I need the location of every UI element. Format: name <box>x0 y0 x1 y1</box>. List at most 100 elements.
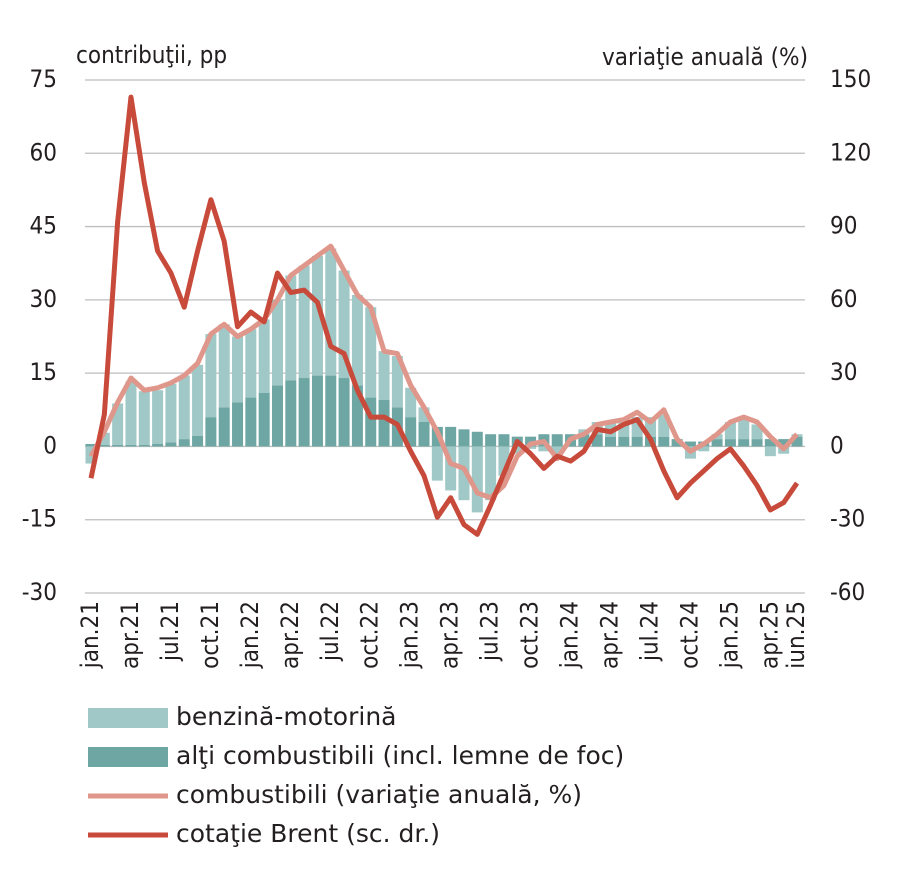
bar <box>285 380 297 447</box>
bar <box>271 385 283 447</box>
bar <box>232 402 244 447</box>
bar <box>258 319 270 393</box>
y2-axis-title: variaţie anuală (%) <box>602 43 808 71</box>
x-tick-label: jan.24 <box>556 601 584 669</box>
y2-tick-label: 30 <box>830 358 857 386</box>
bar <box>165 383 177 443</box>
x-tick-label: jan.22 <box>236 601 264 669</box>
bar <box>791 436 803 447</box>
x-tick-label: iun.25 <box>782 601 810 669</box>
bar <box>485 434 497 447</box>
bar <box>351 294 363 386</box>
bar <box>458 429 470 447</box>
bar <box>751 439 763 447</box>
x-tick-label: apr.25 <box>755 601 783 669</box>
x-tick-label: apr.22 <box>276 601 304 669</box>
y-tick-label: -15 <box>22 505 57 533</box>
x-tick-label: oct.22 <box>356 601 384 669</box>
bar <box>591 434 603 447</box>
bar <box>405 387 417 418</box>
bar <box>338 270 350 379</box>
bar <box>325 248 337 376</box>
bar <box>631 417 643 437</box>
line <box>88 94 800 537</box>
bar <box>298 265 310 379</box>
bar <box>245 329 257 398</box>
bar <box>152 390 164 444</box>
x-tick-label: jan.21 <box>76 601 104 669</box>
bar <box>125 381 137 445</box>
bar <box>378 400 390 447</box>
bar <box>152 443 164 447</box>
bar <box>538 446 550 452</box>
y2-tick-label: 60 <box>830 285 857 313</box>
y-tick-label: 75 <box>30 65 57 93</box>
bar <box>551 434 563 447</box>
bar <box>218 324 230 408</box>
bar <box>431 446 443 481</box>
bar <box>85 443 97 447</box>
bar <box>98 444 110 447</box>
bar <box>391 356 403 408</box>
bar <box>738 439 750 447</box>
legend-label: cotaţie Brent (sc. dr.) <box>176 819 440 848</box>
x-tick-label: apr.23 <box>436 601 464 669</box>
bar <box>525 446 537 449</box>
bar <box>485 446 497 501</box>
y-tick-label: 45 <box>30 212 57 240</box>
bar <box>192 435 204 447</box>
bar <box>551 446 563 459</box>
bar <box>618 436 630 447</box>
bar <box>271 299 283 386</box>
bar <box>205 334 217 418</box>
legend-swatch <box>88 747 168 767</box>
x-tick-label: apr.24 <box>596 601 624 669</box>
y2-tick-label: 90 <box>830 212 857 240</box>
bar <box>445 426 457 447</box>
bar <box>631 436 643 447</box>
bar <box>764 446 776 457</box>
bar <box>698 446 710 452</box>
bar <box>351 385 363 447</box>
bar <box>471 431 483 447</box>
x-tick-label: jan.23 <box>396 601 424 669</box>
bar <box>178 439 190 447</box>
bar <box>711 439 723 447</box>
bar <box>285 275 297 381</box>
bar <box>684 441 696 447</box>
bar <box>378 351 390 401</box>
bar <box>365 307 377 398</box>
bar <box>671 439 683 447</box>
bar <box>498 434 510 447</box>
bar <box>658 414 670 437</box>
bar <box>232 336 244 403</box>
bar <box>338 378 350 447</box>
bar <box>511 446 523 454</box>
y-tick-label: 60 <box>30 138 57 166</box>
bar <box>738 417 750 440</box>
x-tick-label: oct.23 <box>516 601 544 669</box>
bar <box>751 424 763 440</box>
line <box>88 243 799 501</box>
bar <box>125 444 137 447</box>
bar <box>405 417 417 447</box>
bar <box>445 446 457 491</box>
bar <box>325 375 337 447</box>
bar <box>644 417 656 437</box>
bar <box>112 444 124 447</box>
y-axis-title: contribuţii, pp <box>76 41 227 69</box>
bar <box>258 392 270 447</box>
bar <box>245 397 257 447</box>
bar <box>578 434 590 447</box>
y2-tick-label: 0 <box>830 431 844 459</box>
y-tick-label: 0 <box>43 431 57 459</box>
y-tick-label: -30 <box>22 578 57 606</box>
bar <box>192 364 204 436</box>
bar <box>98 432 110 445</box>
bar <box>138 444 150 447</box>
legend-label: benzină-motorină <box>176 702 396 731</box>
x-tick-label: jul.24 <box>635 601 663 662</box>
bar <box>365 397 377 447</box>
bar <box>165 442 177 447</box>
